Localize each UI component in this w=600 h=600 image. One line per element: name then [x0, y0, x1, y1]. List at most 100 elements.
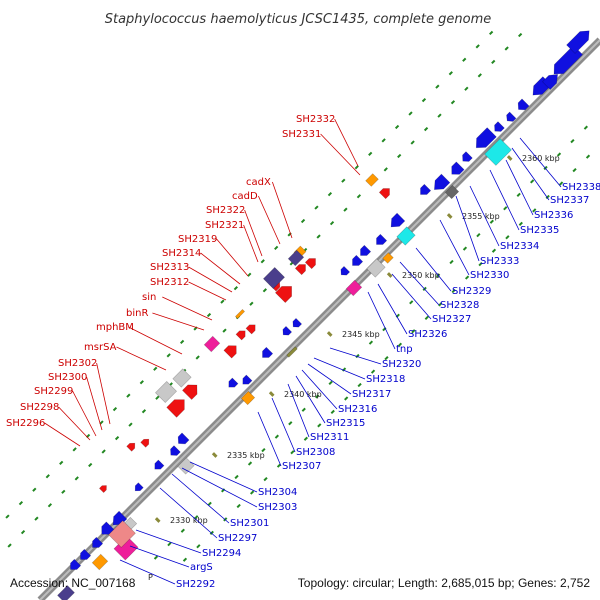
grid-dot — [128, 422, 133, 427]
gene-label-SH2338: SH2338 — [562, 182, 600, 193]
grid-dot — [475, 44, 480, 49]
feature-box — [108, 520, 136, 548]
cds-reverse — [245, 324, 256, 335]
feature-box — [366, 258, 386, 278]
grid-dot — [141, 409, 147, 414]
grid-dot — [330, 409, 335, 415]
cds-forward-shape — [154, 459, 165, 470]
gene-label-SH2336: SH2336 — [534, 210, 573, 221]
grid-dot — [329, 220, 335, 226]
cds-forward-shape — [352, 254, 364, 266]
cds-reverse — [223, 345, 237, 359]
cds-forward-shape — [101, 521, 115, 535]
cds-forward-shape — [517, 98, 530, 111]
cds-reverse — [304, 258, 316, 270]
label-connector — [244, 209, 263, 257]
cds-forward-shape — [542, 73, 559, 90]
grid-dot — [303, 436, 308, 441]
feature-box-shape — [444, 184, 460, 200]
label-connector — [505, 159, 534, 216]
gene-label-SH2331: SH2331 — [282, 129, 321, 140]
grid-dot — [344, 396, 349, 401]
grid-dot — [328, 380, 333, 386]
grid-dot — [209, 530, 214, 535]
feature-box — [172, 368, 192, 388]
grid-dot — [355, 353, 360, 359]
gene-label-SH2329: SH2329 — [452, 286, 491, 297]
gene-label-SH2321: SH2321 — [205, 220, 244, 231]
cds-reverse-shape — [245, 324, 256, 335]
grid-dot — [315, 394, 320, 399]
cds-forward-shape — [475, 127, 497, 149]
cds-forward — [170, 445, 181, 456]
grid-dot — [45, 474, 50, 479]
grid-dot — [250, 490, 255, 495]
label-connector — [86, 376, 103, 431]
label-connector — [519, 137, 562, 188]
feature-box — [154, 380, 178, 404]
cds-forward-shape — [451, 161, 465, 175]
grid-dot — [114, 435, 120, 441]
grid-dot — [234, 474, 239, 480]
feature-box-shape — [262, 266, 286, 290]
gene-label-tnp: tnp — [396, 344, 413, 355]
genome-summary: Topology: circular; Length: 2,685,015 bp… — [298, 576, 591, 590]
feature-box-shape — [154, 380, 178, 404]
grid-dot — [476, 233, 481, 238]
grid-dot — [368, 151, 373, 156]
scale-tick — [506, 155, 513, 161]
label-connector — [200, 252, 241, 285]
cds-reverse-shape — [126, 442, 136, 452]
gene-label-argS: argS — [190, 562, 213, 573]
cds-reverse — [182, 384, 198, 400]
gene-label-SH2326: SH2326 — [408, 329, 447, 340]
cds-forward-shape — [242, 374, 253, 385]
grid-dot — [72, 447, 77, 452]
scale-label: 2335 kbp — [227, 451, 265, 460]
gene-label-SH2330: SH2330 — [470, 270, 509, 281]
label-connector — [469, 185, 500, 247]
cds-forward — [451, 161, 465, 175]
cds-forward — [101, 521, 115, 535]
cds-forward-shape — [462, 151, 473, 162]
gene-label-SH2297: SH2297 — [218, 533, 257, 544]
grid-dot — [530, 179, 535, 184]
grid-dot — [343, 207, 348, 212]
grid-dot — [489, 219, 494, 224]
cds-forward — [134, 482, 144, 492]
grid-dot — [59, 460, 64, 465]
grid-dot — [247, 272, 252, 277]
grid-dot — [61, 489, 66, 494]
cds-forward-shape — [340, 265, 351, 276]
cds-reverse-shape — [274, 286, 292, 304]
scale-label: 2340 kbp — [284, 390, 322, 399]
label-connector — [188, 266, 233, 293]
grid-dot — [236, 503, 241, 509]
cds-reverse-shape — [182, 384, 198, 400]
gene-label-msrSA: msrSA — [84, 342, 117, 353]
cds-forward-shape — [390, 212, 406, 228]
grid-dot — [462, 57, 467, 62]
cds-reverse — [166, 399, 185, 418]
gene-label-mphBM: mphBM — [96, 322, 134, 333]
cds-forward — [517, 98, 530, 111]
gene-label-binR: binR — [126, 308, 148, 319]
scale-label: 2360 kbp — [522, 154, 560, 163]
gene-label-SH2307: SH2307 — [282, 461, 321, 472]
cds-reverse — [140, 438, 150, 448]
label-connector — [295, 375, 326, 424]
cds-forward — [352, 254, 364, 266]
cds-forward — [494, 121, 505, 132]
label-connector — [271, 397, 296, 453]
label-connector — [367, 291, 396, 350]
feature-box — [287, 249, 305, 267]
label-connector — [119, 559, 176, 585]
feature-box — [484, 138, 512, 166]
cds-forward-shape — [360, 244, 372, 256]
grid-dot — [570, 138, 575, 144]
cds-forward — [360, 244, 372, 256]
label-connector — [257, 411, 282, 467]
cds-forward-shape — [262, 346, 274, 358]
grid-dot — [47, 503, 53, 508]
label-connectors — [44, 118, 562, 585]
